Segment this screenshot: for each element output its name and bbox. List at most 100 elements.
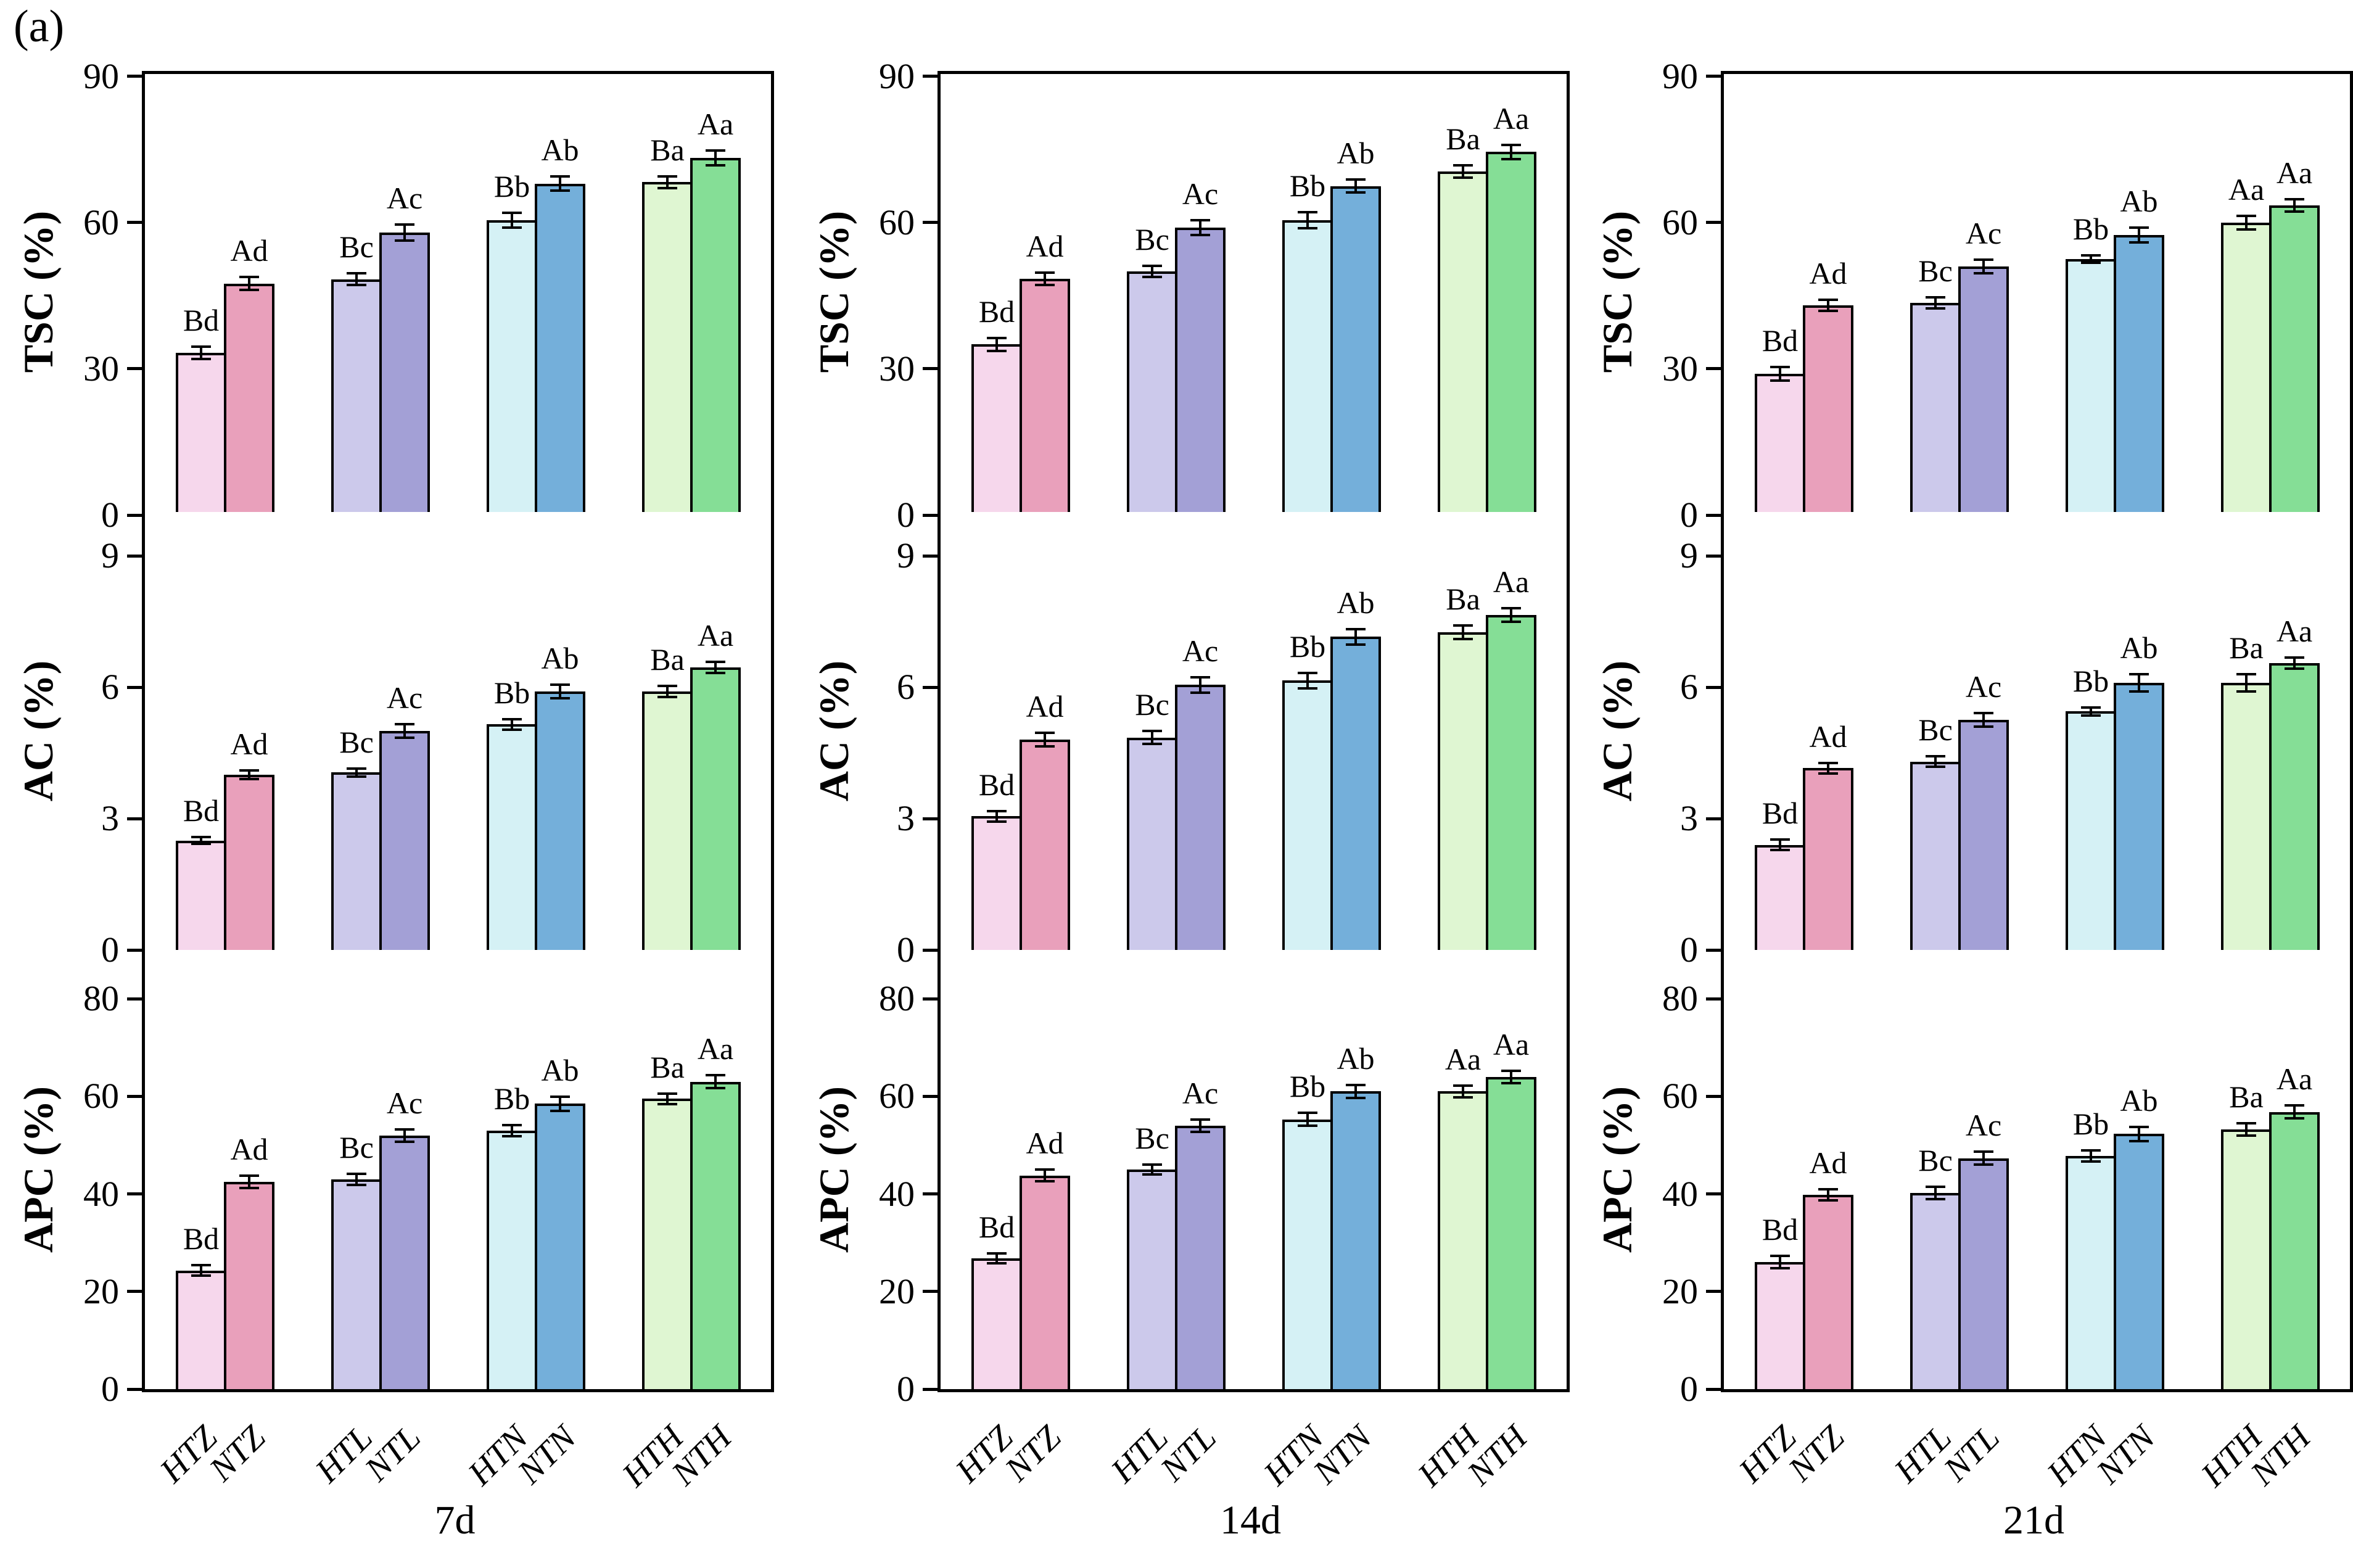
error-bar-cap-top [1974,712,1993,715]
bar-HTH [642,1099,693,1389]
error-bar-cap-top [550,683,570,687]
bar-HTZ [1755,373,1805,515]
y-tick-label: 80 [83,978,119,1019]
sig-label: Bd [1762,1212,1799,1247]
y-tick [127,948,142,952]
error-bar [1510,143,1512,160]
error-bar [1306,1111,1309,1128]
error-bar-cap-top [657,685,677,688]
bar-NTL [1175,227,1226,515]
y-tick-label: 60 [1662,1076,1698,1116]
sig-label: Ad [230,1131,268,1166]
bar-NTZ [224,283,274,515]
sig-label: Bd [978,1209,1015,1244]
bar-HTL [1127,271,1177,515]
error-bar-cap-bottom [1770,849,1790,852]
sig-label: Bd [183,1221,220,1256]
y-tick-label: 20 [879,1271,915,1311]
error-bar-cap-top [1501,143,1521,146]
bar-HTL [331,772,382,950]
error-bar-cap-top [1501,607,1521,610]
y-tick [127,221,142,225]
y-tick-label: 90 [1662,56,1698,96]
bar-NTH [2269,662,2320,950]
y-tick-label: 9 [897,535,915,576]
error-bar [1151,729,1153,746]
y-tick-label: 6 [1680,667,1698,707]
sig-label: Ad [230,233,268,268]
error-bar-cap-top [1346,178,1366,181]
sig-label: Bc [1918,712,1953,748]
error-bar [1306,672,1309,690]
bar-NTH [690,667,741,950]
y-tick-label: 60 [879,202,915,242]
y-tick [1706,1094,1721,1098]
error-bar [559,683,561,699]
bar-NTN [1330,186,1381,515]
error-bar [1354,628,1357,646]
bar-HTZ [176,1270,226,1389]
error-bar [2293,198,2296,213]
bar-NTN [535,691,585,950]
error-bar-cap-top [1453,624,1473,627]
y-tick [127,75,142,78]
y-tick [127,997,142,1001]
error-bar-cap-bottom [1770,379,1790,382]
chart-panel-AC-14d: 0 3 6 9 Bd Ad Bc Ac Bb Ab Ba Aa [897,512,1570,970]
error-bar-cap-top [1974,258,1993,262]
error-bar-cap-bottom [2236,690,2256,693]
sig-label: Bd [978,767,1015,802]
error-bar [1982,258,1985,274]
sig-label: Bc [1918,254,1953,289]
error-bar-cap-bottom [2129,690,2149,693]
error-bar-cap-bottom [395,239,414,242]
y-tick [923,948,937,952]
y-axis-title: AC (%) [810,660,857,802]
error-bar [2293,1104,2296,1120]
sig-label: Bb [493,675,530,710]
y-tick-label: 3 [1680,798,1698,838]
error-bar [1934,296,1937,310]
error-bar-cap-top [1770,1255,1790,1258]
bar-HTZ [971,344,1022,515]
y-axis-title: APC (%) [15,1086,62,1253]
error-bar-cap-top [1453,1084,1473,1087]
y-tick-label: 9 [101,535,119,576]
error-bar-cap-top [2285,1104,2304,1107]
sig-label: Bb [2072,1106,2109,1141]
error-bar-cap-top [2081,1149,2101,1152]
sig-label: Ba [1446,122,1480,157]
y-tick-label: 0 [897,930,915,970]
error-bar [1151,1163,1153,1176]
error-bar-cap-top [347,1172,366,1175]
y-tick [923,221,937,225]
error-bar-cap-bottom [987,350,1007,353]
error-bar [1510,607,1512,623]
chart-panel-AC-7d: 0 3 6 9 Bd Ad Bc Ac Bb Ab Ba Aa [101,512,774,970]
error-bar [1779,1255,1781,1270]
sig-label: Ac [1965,669,2002,704]
error-bar [2245,1122,2248,1137]
y-tick-label: 3 [101,798,119,838]
sig-label: Bb [1289,1068,1326,1104]
error-bar-cap-top [2081,254,2101,257]
error-bar-cap-bottom [1501,620,1521,623]
error-bar [714,661,717,674]
error-bar-cap-top [1926,755,1945,758]
error-bar-cap-top [2285,656,2304,659]
bar-HTN [487,1130,537,1389]
error-bar-cap-bottom [1298,687,1317,690]
error-bar-cap-bottom [657,1102,677,1105]
bar-NTN [1330,1091,1381,1389]
error-bar-cap-top [1974,1150,1993,1153]
error-bar [511,211,513,229]
error-bar-cap-top [347,767,366,770]
error-bar-cap-bottom [2236,228,2256,231]
error-bar [1934,1186,1937,1200]
chart-panel-AC-21d: 0 3 6 9 Bd Ad Bc Ac Bb Ab Ba Aa [1680,512,2353,970]
error-bar-cap-bottom [2129,1139,2149,1142]
sig-label: Ba [650,1050,685,1085]
error-bar [2090,706,2092,717]
error-bar-cap-bottom [502,728,522,731]
bar-HTN [2066,711,2116,950]
